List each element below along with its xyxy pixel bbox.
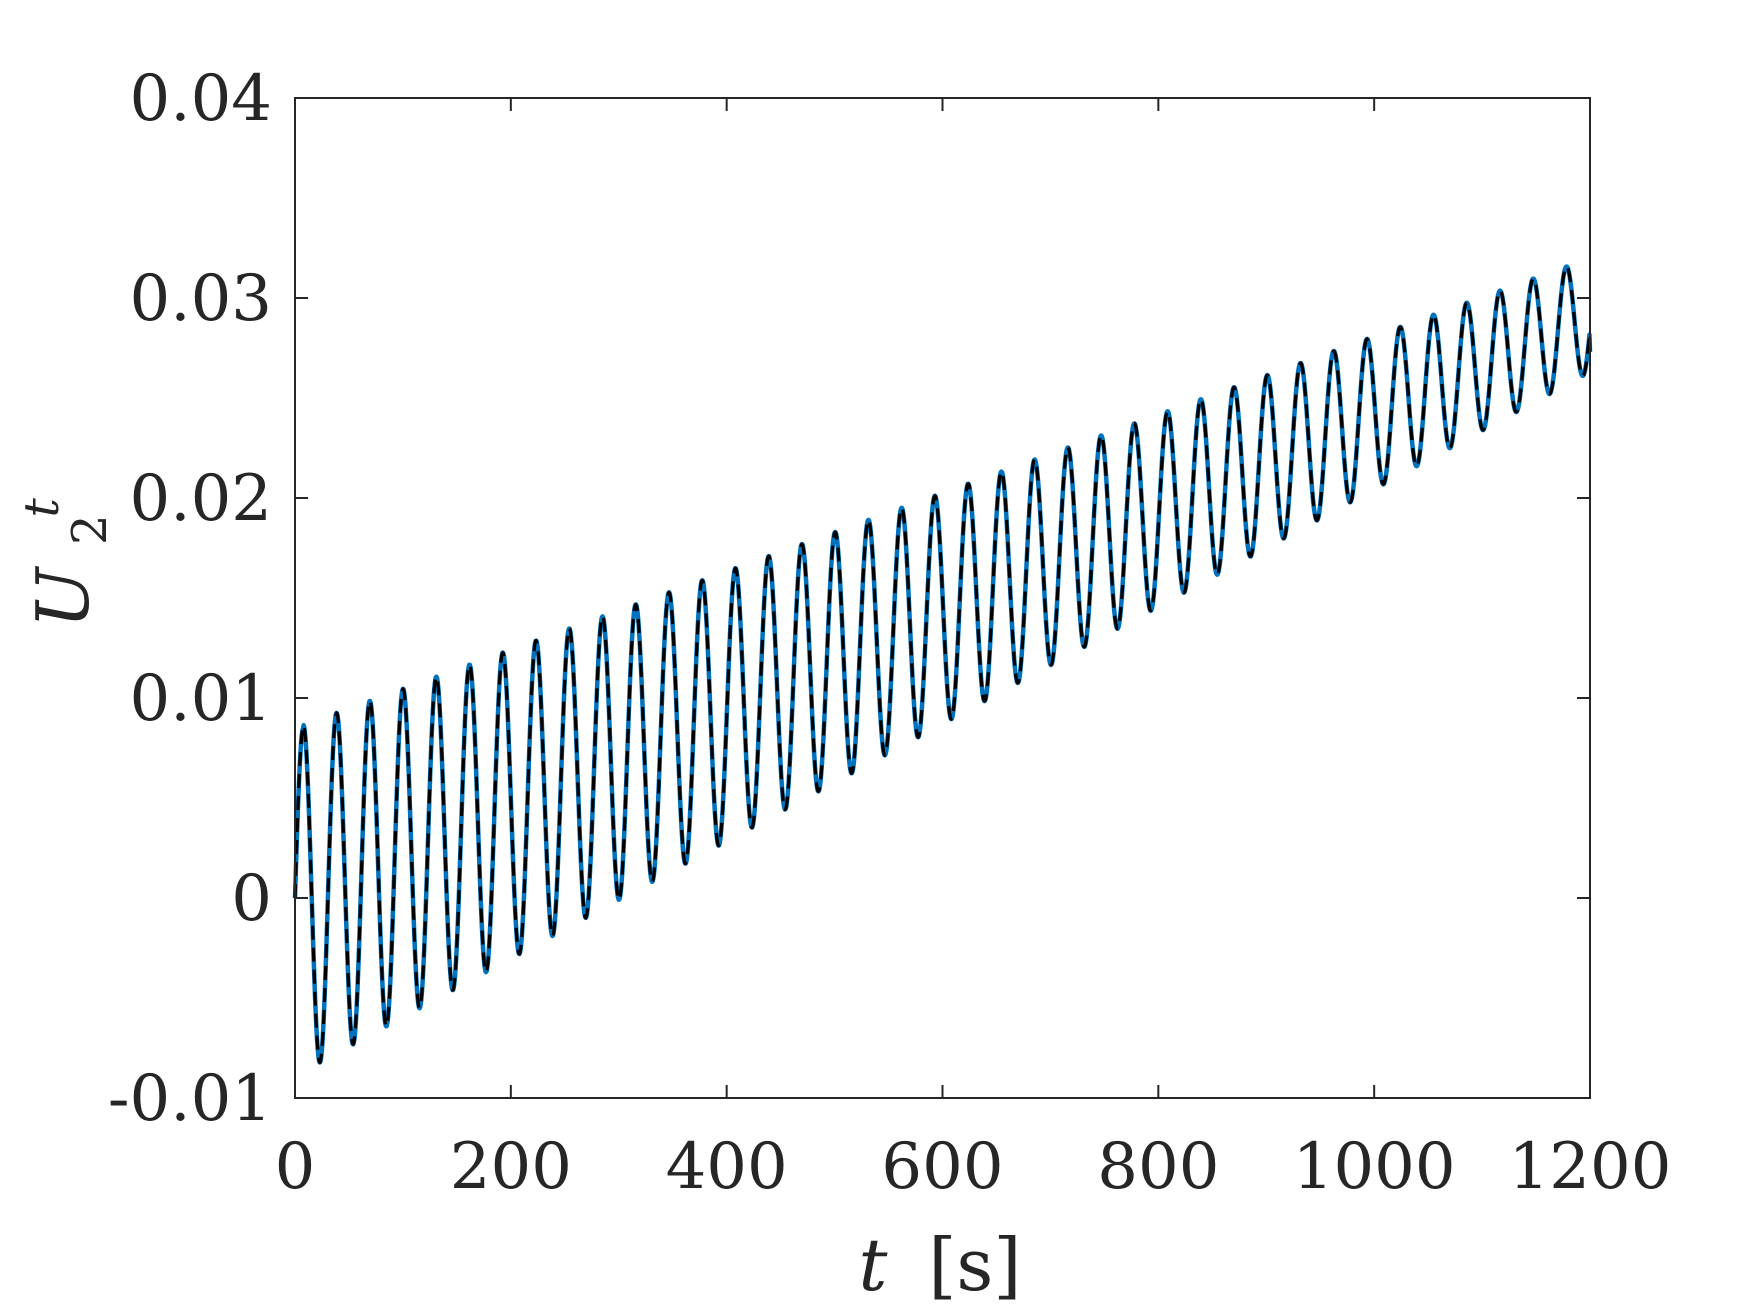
- x-tick-label: 400: [666, 1130, 788, 1204]
- x-axis-label-unit: [s]: [928, 1223, 1021, 1307]
- y-tick-label: 0.02: [130, 462, 273, 536]
- y-axis-label-subscript: 2: [62, 514, 118, 545]
- series-line-2: [293, 265, 1592, 1065]
- x-tick-label: 200: [450, 1130, 572, 1204]
- tick-labels: 0 200 400 600 800 1000 1200-0.0100.010.020.030…: [108, 62, 1672, 1204]
- y-tick-label: 0.01: [130, 662, 273, 736]
- y-axis-label-superscript: t: [14, 497, 70, 517]
- x-axis-label: t [s]: [859, 1223, 1022, 1307]
- x-tick-label: 1000: [1293, 1130, 1456, 1204]
- y-tick-label: 0: [231, 862, 272, 936]
- x-tick-label: 800: [1097, 1130, 1219, 1204]
- y-tick-label: 0.04: [130, 62, 273, 136]
- x-tick-label: 600: [881, 1130, 1003, 1204]
- y-tick-label: -0.01: [108, 1062, 272, 1136]
- x-axis-label-variable: t: [859, 1223, 889, 1307]
- axes-layer: [294, 97, 1591, 1099]
- x-tick-label: 1200: [1509, 1130, 1672, 1204]
- x-tick-label: 0: [275, 1130, 316, 1204]
- y-tick-label: 0.03: [130, 262, 273, 336]
- y-axis-label: U 2 t: [14, 491, 123, 628]
- y-axis-label-base: U: [21, 566, 105, 629]
- series-layer: [292, 264, 1593, 1065]
